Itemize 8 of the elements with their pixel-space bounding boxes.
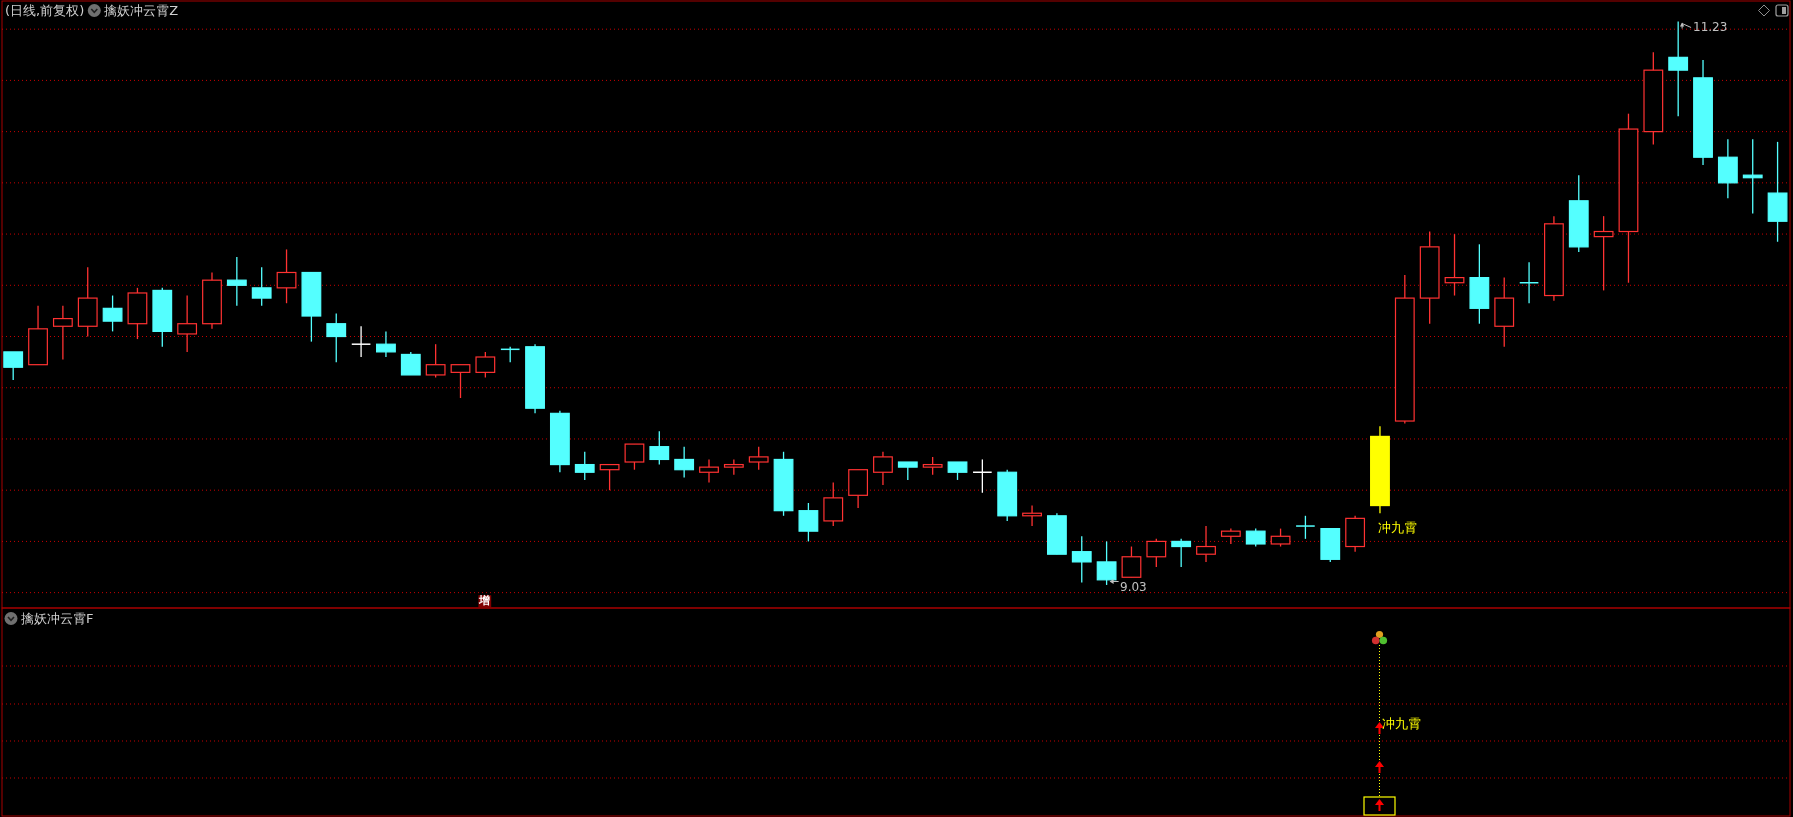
annotation: 9.03 xyxy=(1120,580,1147,594)
title: 擒妖冲云霄F xyxy=(21,611,94,626)
subtitle: 擒妖冲云霄Z xyxy=(104,3,179,18)
annotation: 增 xyxy=(478,594,492,608)
annotation: 11.23 xyxy=(1693,20,1728,34)
annotation: 冲九霄 xyxy=(1378,520,1417,535)
title: (日线,前复权) xyxy=(5,3,85,18)
annotation: 冲九霄 xyxy=(1382,716,1421,731)
